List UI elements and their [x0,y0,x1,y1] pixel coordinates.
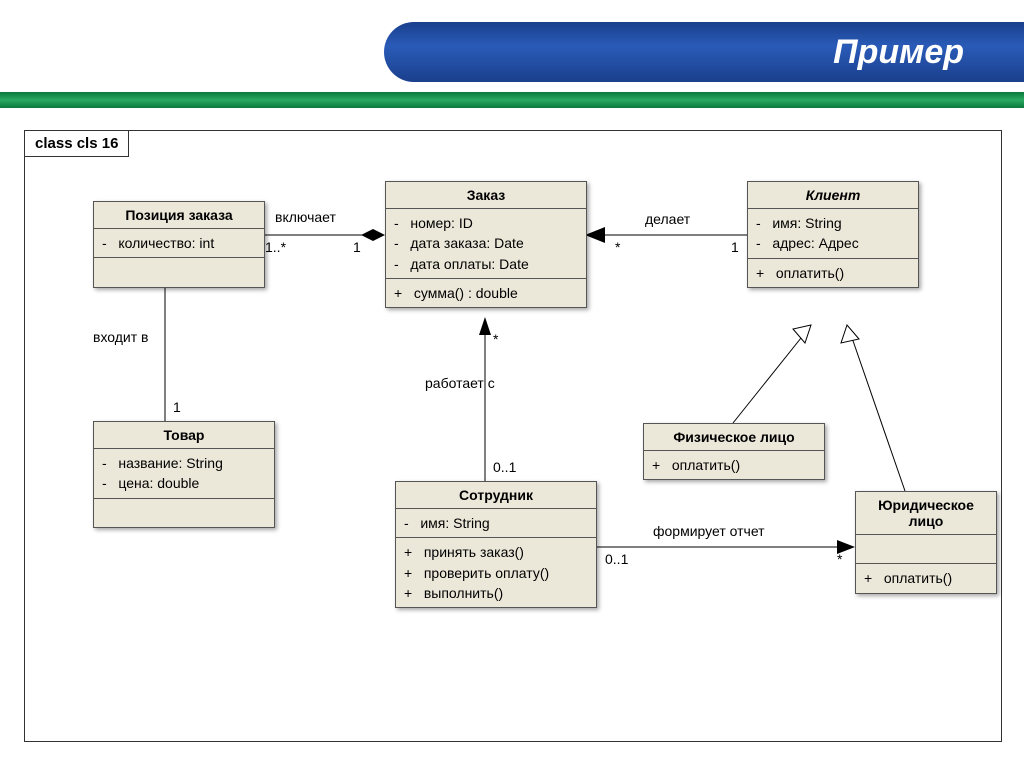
class-attrs: - номер: ID - дата заказа: Date - дата о… [386,209,586,279]
class-attrs: - название: String - цена: double [94,449,274,499]
class-name: Позиция заказа [94,202,264,229]
mult-works-bot: 0..1 [493,459,516,475]
class-name: Физическое лицо [644,424,824,451]
title-ribbon: Пример [384,22,1024,82]
diagram-frame: class cls 16 [24,130,1002,742]
class-attrs: - имя: String - адрес: Адрес [748,209,918,259]
mult-report-left: 0..1 [605,551,628,567]
class-attrs: - имя: String [396,509,596,538]
mult-report-right: * [837,551,842,567]
edge-label-report: формирует отчет [653,523,765,539]
class-client: Клиент - имя: String - адрес: Адрес + оп… [747,181,919,288]
slide: Пример class cls 16 [0,0,1024,767]
mult-works-top: * [493,331,498,347]
uml-canvas: включает 1..* 1 делает * 1 входит в * 1 … [25,131,1001,741]
edge-label-works: работает с [425,375,495,391]
class-name: Товар [94,422,274,449]
mult-makes-right: 1 [731,239,739,255]
mult-makes-left: * [615,239,620,255]
class-attrs: - количество: int [94,229,264,258]
class-position: Позиция заказа - количество: int [93,201,265,288]
class-name: Клиент [748,182,918,209]
edge-label-makes: делает [645,211,690,227]
class-ops [94,258,264,286]
edge-label-includes: включает [275,209,336,225]
class-ops [94,499,274,527]
class-name: Юридическое лицо [856,492,996,535]
class-company: Юридическое лицо + оплатить() [855,491,997,594]
class-ops: + принять заказ() + проверить оплату() +… [396,538,596,607]
class-ops: + оплатить() [856,564,996,592]
class-order: Заказ - номер: ID - дата заказа: Date - … [385,181,587,308]
mult-includes-right: 1 [353,239,361,255]
edge-label-enters: входит в [93,329,149,345]
class-name: Заказ [386,182,586,209]
mult-enters-bot: 1 [173,399,181,415]
class-attrs [856,535,996,564]
class-employee: Сотрудник - имя: String + принять заказ(… [395,481,597,608]
class-ops: + оплатить() [644,451,824,479]
class-product: Товар - название: String - цена: double [93,421,275,528]
class-person: Физическое лицо + оплатить() [643,423,825,480]
mult-includes-left: 1..* [265,239,286,255]
class-ops: + сумма() : double [386,279,586,307]
class-ops: + оплатить() [748,259,918,287]
green-bar [0,92,1024,108]
slide-title: Пример [833,33,964,72]
class-name: Сотрудник [396,482,596,509]
